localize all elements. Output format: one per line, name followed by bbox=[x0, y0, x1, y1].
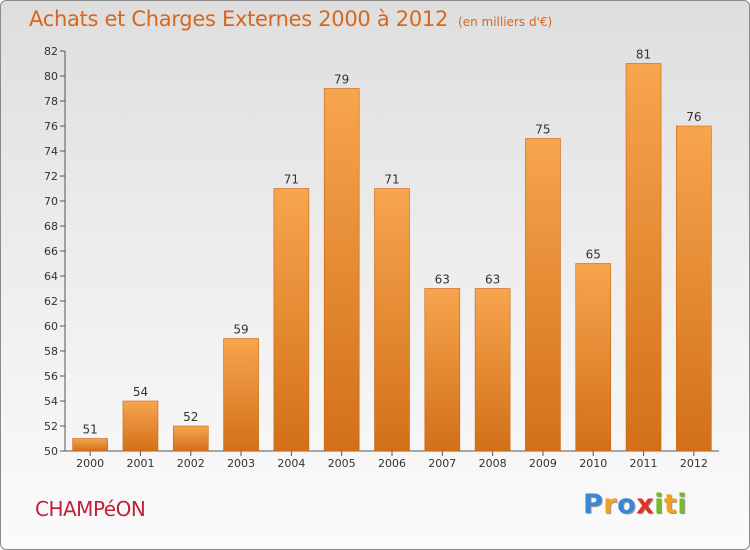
y-tick-label: 64 bbox=[44, 270, 58, 283]
value-label-2004: 71 bbox=[284, 173, 299, 187]
logo-letter: P bbox=[583, 489, 604, 520]
y-tick-label: 52 bbox=[44, 420, 58, 433]
value-label-2011: 81 bbox=[636, 48, 651, 62]
x-axis: 2000 2001 2002 2003 2004 2005 2006 2007 2008 2009… bbox=[65, 450, 719, 470]
y-axis: 50 52 54 56 58 60 62 64 66 68 70 72 74 76 78 80 82 bbox=[44, 45, 66, 458]
commune-name: CHAMPéON bbox=[35, 497, 146, 521]
chart-title: Achats et Charges Externes 2000 à 2012 (e… bbox=[29, 7, 552, 31]
x-tick-label: 2006 bbox=[378, 457, 406, 470]
chart-subtitle: (en milliers d'€) bbox=[458, 15, 553, 29]
y-tick-label: 74 bbox=[44, 145, 58, 158]
y-tick-label: 72 bbox=[44, 170, 58, 183]
y-tick-label: 78 bbox=[44, 95, 58, 108]
x-tick-label: 2002 bbox=[177, 457, 205, 470]
logo-letter: t bbox=[663, 489, 678, 520]
y-tick-label: 58 bbox=[44, 345, 58, 358]
y-tick-label: 66 bbox=[44, 245, 58, 258]
logo-letter: o bbox=[617, 489, 637, 520]
y-tick-label: 82 bbox=[44, 45, 58, 58]
value-label-2005: 79 bbox=[334, 73, 349, 87]
y-tick-label: 50 bbox=[44, 445, 58, 458]
proxiti-logo[interactable]: Proxiti bbox=[583, 489, 687, 520]
x-tick-label: 2007 bbox=[428, 457, 456, 470]
y-tick-label: 70 bbox=[44, 195, 58, 208]
bar-2008 bbox=[474, 288, 511, 452]
value-label-2009: 75 bbox=[535, 123, 550, 137]
value-label-2001: 54 bbox=[133, 385, 148, 399]
logo-letter: i bbox=[654, 489, 664, 520]
value-label-2006: 71 bbox=[384, 173, 399, 187]
bar-2011 bbox=[625, 63, 662, 452]
bar-2012 bbox=[676, 125, 712, 452]
x-tick-label: 2012 bbox=[680, 457, 708, 470]
value-label-2000: 51 bbox=[83, 423, 98, 437]
bar-2001 bbox=[122, 400, 159, 452]
value-label-2003: 59 bbox=[233, 323, 248, 337]
x-tick-label: 2009 bbox=[529, 457, 557, 470]
y-tick-label: 80 bbox=[44, 70, 58, 83]
x-tick-label: 2008 bbox=[479, 457, 507, 470]
bar-2002 bbox=[172, 425, 209, 452]
y-tick-label: 54 bbox=[44, 395, 58, 408]
bar-2005 bbox=[323, 88, 360, 452]
chart-title-text: Achats et Charges Externes 2000 à 2012 bbox=[29, 7, 449, 31]
data-labels: 51 54 52 59 71 79 71 63 63 75 65 81 76 bbox=[83, 48, 702, 437]
y-tick-label: 62 bbox=[44, 295, 58, 308]
y-tick-label: 68 bbox=[44, 220, 58, 233]
x-tick-label: 2001 bbox=[126, 457, 154, 470]
value-label-2008: 63 bbox=[485, 273, 500, 287]
y-tick-label: 56 bbox=[44, 370, 58, 383]
value-label-2012: 76 bbox=[686, 110, 701, 124]
x-tick-label: 2011 bbox=[630, 457, 658, 470]
bar-2000 bbox=[72, 438, 108, 452]
bar-2004 bbox=[273, 188, 310, 452]
bar-2003 bbox=[223, 338, 259, 452]
x-tick-label: 2004 bbox=[277, 457, 305, 470]
logo-letter: x bbox=[636, 489, 655, 520]
value-label-2010: 65 bbox=[586, 248, 601, 262]
value-label-2007: 63 bbox=[435, 273, 450, 287]
bars bbox=[72, 63, 712, 452]
y-tick-label: 76 bbox=[44, 120, 58, 133]
logo-letter: i bbox=[677, 489, 688, 520]
y-tick-label: 60 bbox=[44, 320, 58, 333]
x-tick-label: 2000 bbox=[76, 457, 104, 470]
bar-2007 bbox=[424, 288, 461, 452]
logo-letter: r bbox=[603, 489, 618, 520]
x-tick-label: 2003 bbox=[227, 457, 255, 470]
bar-2009 bbox=[525, 138, 561, 452]
x-tick-label: 2005 bbox=[328, 457, 356, 470]
bar-2006 bbox=[374, 188, 410, 452]
value-label-2002: 52 bbox=[183, 410, 198, 424]
bar-2010 bbox=[575, 263, 612, 452]
x-tick-label: 2010 bbox=[579, 457, 607, 470]
